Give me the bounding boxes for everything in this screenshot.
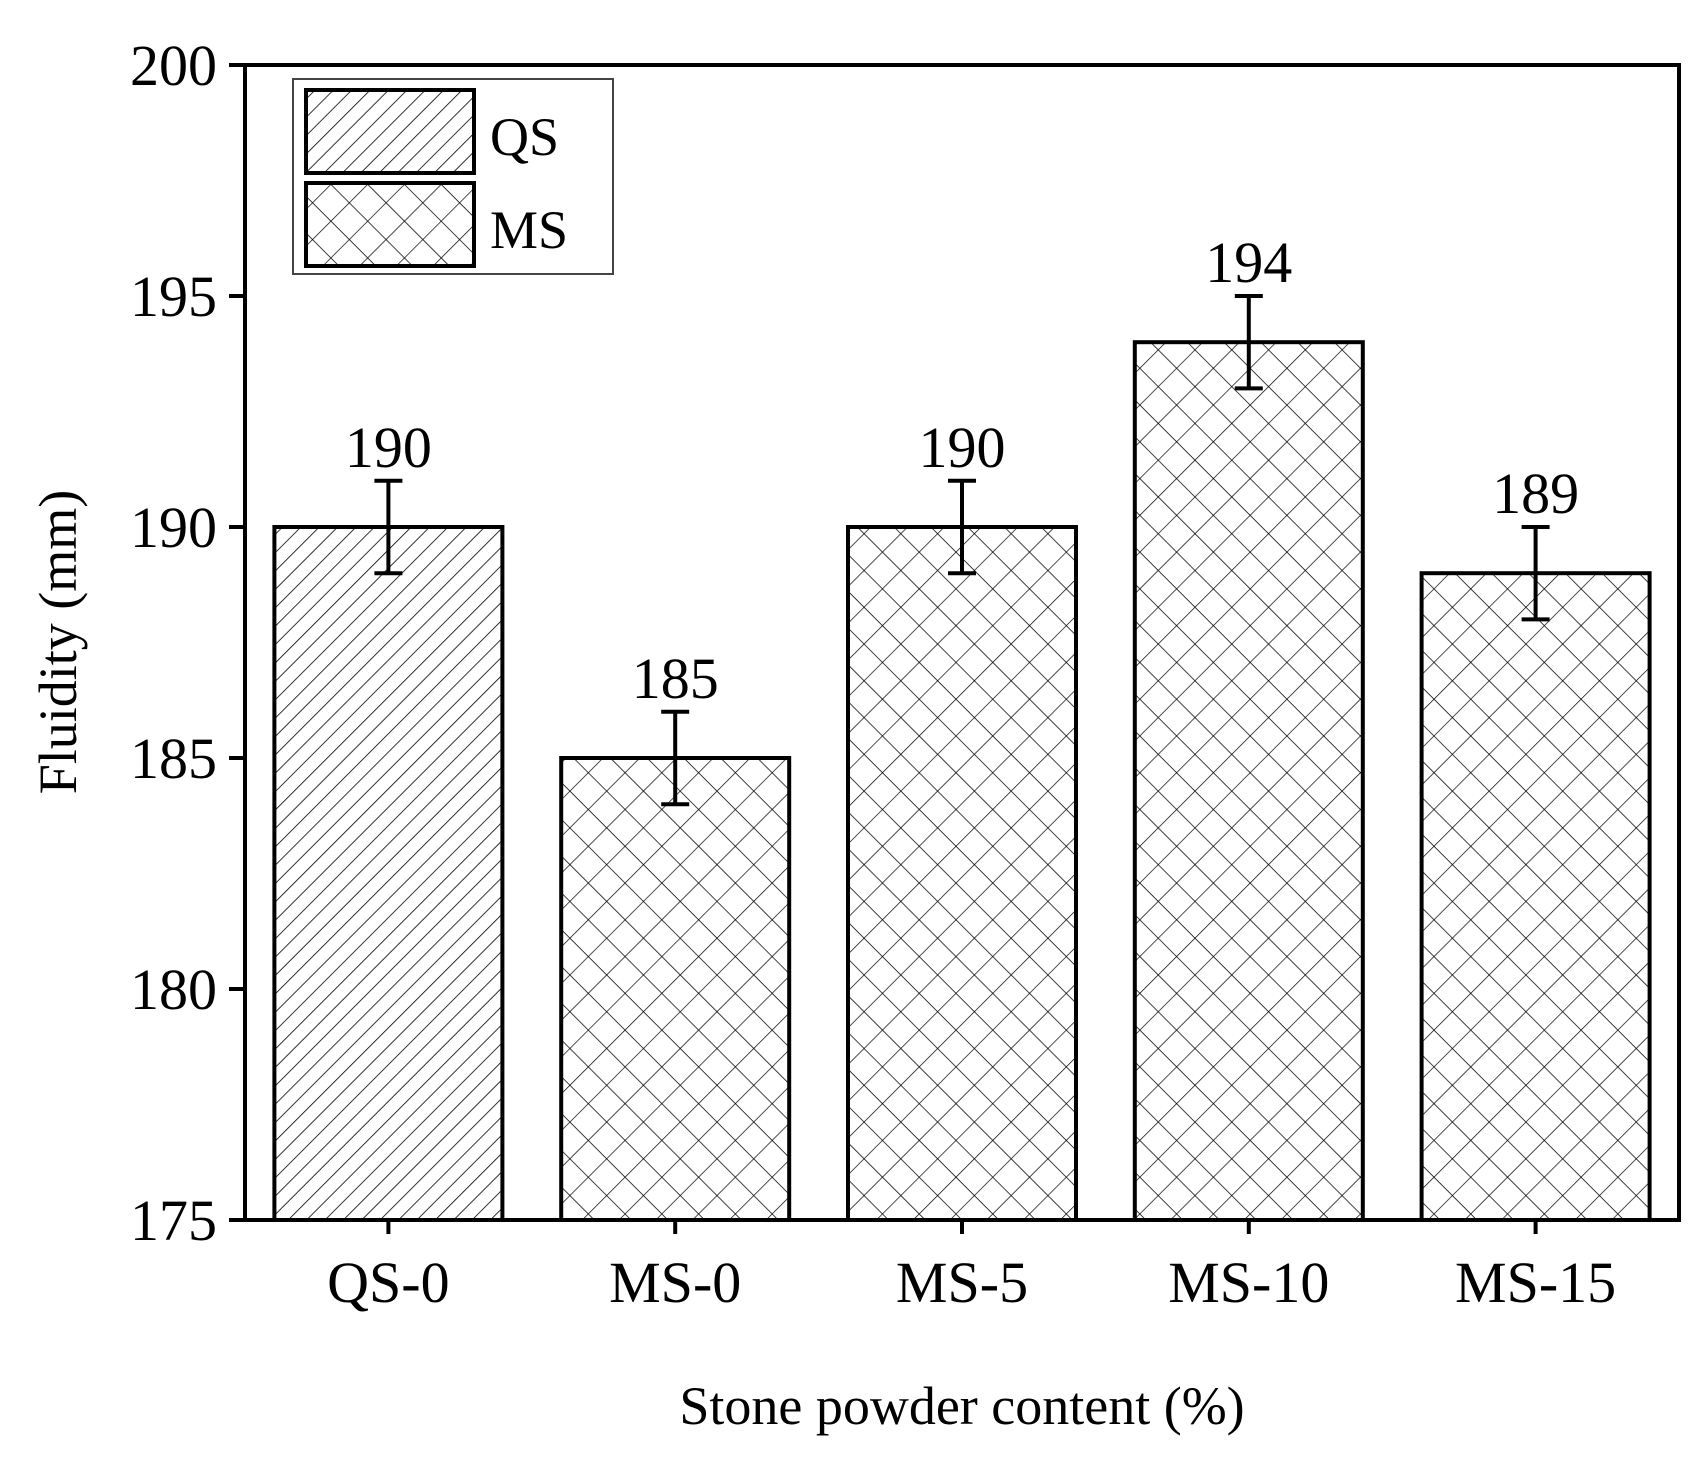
data-label: 190 (345, 415, 432, 480)
y-tick-label: 200 (130, 33, 217, 98)
data-label: 194 (1205, 230, 1292, 295)
y-axis: 175 180 185 190 195 200 (130, 33, 245, 1253)
legend-swatch-qs (304, 88, 476, 175)
x-tick-label: MS-10 (1168, 1250, 1329, 1315)
data-label: 189 (1492, 461, 1579, 526)
legend: QS MS (292, 78, 614, 275)
y-axis-label: Fluidity (mm) (28, 490, 88, 795)
x-axis: QS-0 MS-0 MS-5 MS-10 MS-15 (327, 1220, 1616, 1315)
data-label: 185 (632, 646, 719, 711)
bar (1132, 340, 1365, 1222)
x-tick-label: QS-0 (327, 1250, 449, 1315)
bar (559, 756, 792, 1222)
bar (272, 525, 505, 1222)
x-tick-label: MS-5 (896, 1250, 1028, 1315)
value-labels-layer: 190 185 190 194 189 (345, 230, 1579, 711)
error-bars-layer (374, 294, 1550, 807)
legend-swatch-ms (304, 181, 476, 268)
x-tick-label: MS-15 (1455, 1250, 1616, 1315)
data-label: 190 (919, 415, 1006, 480)
y-tick-label: 190 (130, 495, 217, 560)
bar (846, 525, 1078, 1222)
x-axis-label: Stone powder content (%) (679, 1376, 1244, 1436)
legend-label-qs: QS (490, 107, 559, 167)
legend-label-ms: MS (490, 200, 568, 260)
y-tick-label: 175 (130, 1188, 217, 1253)
x-tick-label: MS-0 (609, 1250, 741, 1315)
y-tick-label: 180 (130, 957, 217, 1022)
y-tick-label: 195 (130, 264, 217, 329)
bar (1419, 571, 1652, 1222)
y-tick-label: 185 (130, 726, 217, 791)
